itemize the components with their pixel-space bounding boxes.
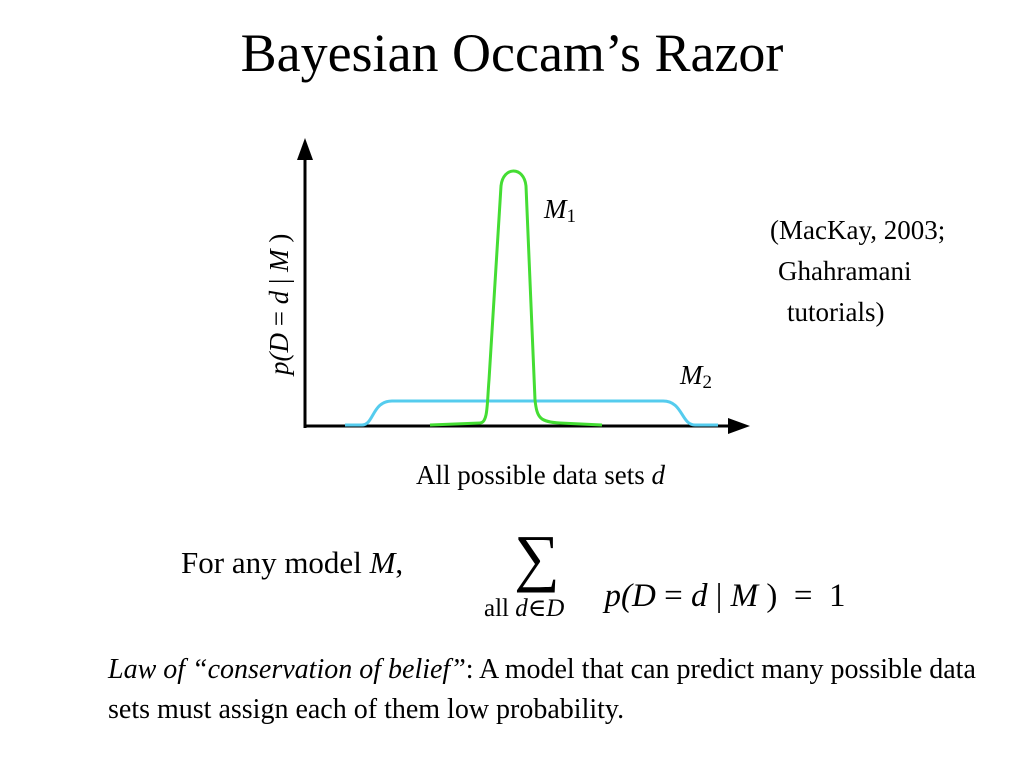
y-axis-arrowhead	[297, 138, 313, 160]
x-axis-label: All possible data sets d	[416, 460, 665, 490]
curve-m2	[345, 399, 718, 427]
law-body: : A model that can predict many possible…	[108, 654, 976, 725]
x-axis-arrowhead	[728, 418, 750, 434]
curve-label-m1: M1	[543, 194, 576, 227]
law-statement: Law of “conservation of belief”: A model…	[108, 650, 1008, 730]
curve-label-m2: M2	[679, 360, 712, 393]
curve-m1	[429, 169, 603, 427]
citation-line: (MacKay, 2003;	[770, 215, 946, 245]
sum-subscript: all d∈D	[484, 595, 565, 622]
y-axis-label: p(D = d | M )	[264, 234, 294, 377]
citation: (MacKay, 2003; Ghahramani tutorials)	[770, 210, 945, 333]
citation-line: Ghahramani	[778, 256, 912, 286]
formula-lead-text: For any model M,	[181, 545, 404, 580]
slide-title: Bayesian Occam’s Razor	[240, 23, 784, 83]
sum-symbol: ∑	[514, 522, 560, 593]
citation-line: tutorials)	[787, 297, 885, 327]
formula-term: p(D = d | M ) = 1	[604, 578, 846, 614]
law-title: Law of “conservation of belief”	[108, 654, 466, 685]
